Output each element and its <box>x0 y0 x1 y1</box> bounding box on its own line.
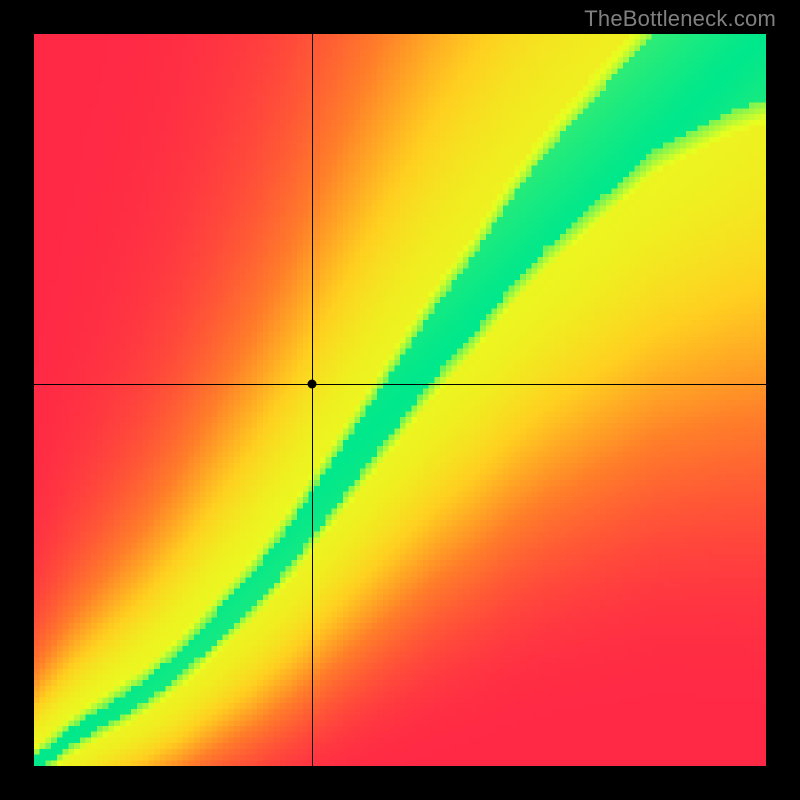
source-watermark: TheBottleneck.com <box>584 6 776 32</box>
crosshair-horizontal <box>34 384 766 385</box>
heatmap-canvas <box>34 34 766 766</box>
crosshair-vertical <box>312 34 313 766</box>
crosshair-marker <box>308 379 317 388</box>
heatmap-plot <box>34 34 766 766</box>
